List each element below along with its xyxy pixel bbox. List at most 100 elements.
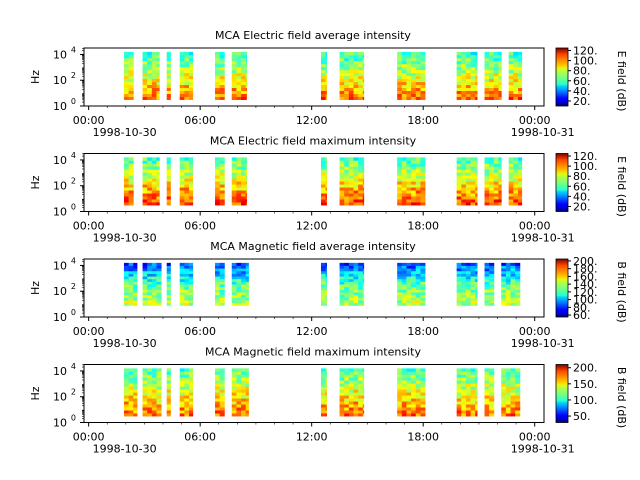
heatmap-cell	[456, 289, 462, 293]
heatmap-cell	[484, 377, 490, 381]
x-date-label-start: 1998-10-30	[93, 232, 157, 245]
heatmap-cell	[456, 87, 462, 92]
heatmap-cell	[397, 81, 403, 86]
heatmap-cell	[344, 57, 350, 62]
heatmap-cell	[353, 389, 359, 393]
heatmap-cell	[397, 374, 403, 378]
heatmap-cell	[475, 81, 478, 86]
heatmap-cell	[510, 268, 516, 272]
heatmap-cell	[245, 386, 249, 390]
heatmap-cell	[461, 386, 467, 390]
heatmap-cell	[219, 383, 225, 387]
heatmap-cell	[236, 300, 242, 304]
heatmap-cell	[166, 374, 171, 378]
heatmap-cell	[362, 75, 365, 80]
heatmap-cell	[484, 368, 490, 372]
heatmap-cell	[179, 292, 185, 296]
heatmap-cell	[147, 66, 153, 71]
colorbar	[555, 47, 569, 107]
heatmap-cell	[241, 60, 247, 65]
heatmap-cell	[420, 54, 426, 59]
heatmap-cell	[456, 181, 462, 185]
heatmap-cell	[142, 368, 148, 372]
heatmap-cell	[133, 270, 138, 274]
heatmap-cell	[151, 187, 157, 191]
heatmap-cell	[179, 163, 185, 167]
heatmap-cell	[320, 302, 327, 306]
heatmap-cell	[484, 160, 490, 164]
heatmap-cell	[189, 163, 194, 167]
heatmap-cell	[406, 273, 412, 277]
heatmap-cell	[231, 175, 237, 179]
y-axis-label: Hz	[29, 386, 42, 400]
heatmap-cell	[475, 395, 478, 399]
heatmap-cell	[245, 84, 248, 89]
heatmap-cell	[358, 281, 364, 285]
heatmap-cell	[513, 157, 519, 161]
heatmap-cell	[461, 292, 467, 296]
heatmap-cell	[493, 166, 499, 170]
heatmap-cell	[501, 286, 507, 290]
heatmap-cell	[358, 407, 364, 411]
heatmap-cell	[362, 407, 365, 411]
heatmap-cell	[128, 166, 134, 170]
heatmap-cell	[362, 294, 365, 298]
heatmap-cell	[362, 413, 365, 417]
heatmap-cell	[320, 60, 327, 65]
heatmap-cell	[179, 172, 185, 176]
heatmap-cell	[142, 401, 148, 405]
heatmap-cell	[461, 377, 467, 381]
heatmap-cell	[147, 371, 153, 375]
heatmap-cell	[156, 276, 162, 280]
heatmap-cell	[358, 270, 364, 274]
x-date-label-end: 1998-10-31	[511, 443, 575, 456]
heatmap-cell	[489, 57, 495, 62]
heatmap-cell	[420, 196, 426, 200]
heatmap-cell	[231, 157, 237, 161]
heatmap-cell	[344, 374, 350, 378]
heatmap-cell	[156, 66, 160, 71]
heatmap-cell	[513, 57, 519, 62]
heatmap-cell	[489, 407, 495, 411]
heatmap-cell	[123, 268, 130, 272]
heatmap-cell	[461, 268, 467, 272]
heatmap-cell	[489, 413, 495, 417]
heatmap-cell	[484, 374, 490, 378]
heatmap-cell	[189, 54, 194, 59]
heatmap-cell	[133, 268, 138, 272]
heatmap-cell	[133, 292, 138, 296]
heatmap-cell	[420, 276, 426, 280]
heatmap-cell	[184, 66, 190, 71]
heatmap-cell	[411, 371, 417, 375]
heatmap-cell	[411, 265, 417, 269]
heatmap-cell	[420, 294, 426, 298]
heatmap-cell	[470, 268, 476, 272]
heatmap-cell	[151, 302, 157, 306]
heatmap-cell	[339, 294, 345, 298]
heatmap-cell	[353, 386, 359, 390]
heatmap-cell	[465, 51, 471, 56]
heatmap-cell	[151, 63, 157, 68]
heatmap-cell	[348, 160, 354, 164]
heatmap-cell	[510, 374, 516, 378]
heatmap-cell	[470, 302, 476, 306]
heatmap-cell	[147, 268, 153, 272]
heatmap-cell	[215, 54, 221, 59]
heatmap-cell	[353, 273, 359, 277]
heatmap-cell	[362, 410, 365, 414]
colorbar-tick-label: 120.	[573, 150, 598, 163]
heatmap-cell	[505, 401, 511, 405]
heatmap-cell	[470, 407, 476, 411]
heatmap-cell	[420, 175, 426, 179]
heatmap-cell	[501, 374, 507, 378]
heatmap-cell	[184, 278, 190, 282]
heatmap-cell	[215, 270, 221, 274]
heatmap-cell	[470, 181, 476, 185]
heatmap-cell	[470, 270, 476, 274]
heatmap-cell	[123, 175, 130, 179]
heatmap-cell	[189, 401, 194, 405]
heatmap-cell	[142, 160, 148, 164]
heatmap-cell	[184, 75, 190, 80]
heatmap-cell	[123, 281, 130, 285]
heatmap-cell	[505, 371, 511, 375]
